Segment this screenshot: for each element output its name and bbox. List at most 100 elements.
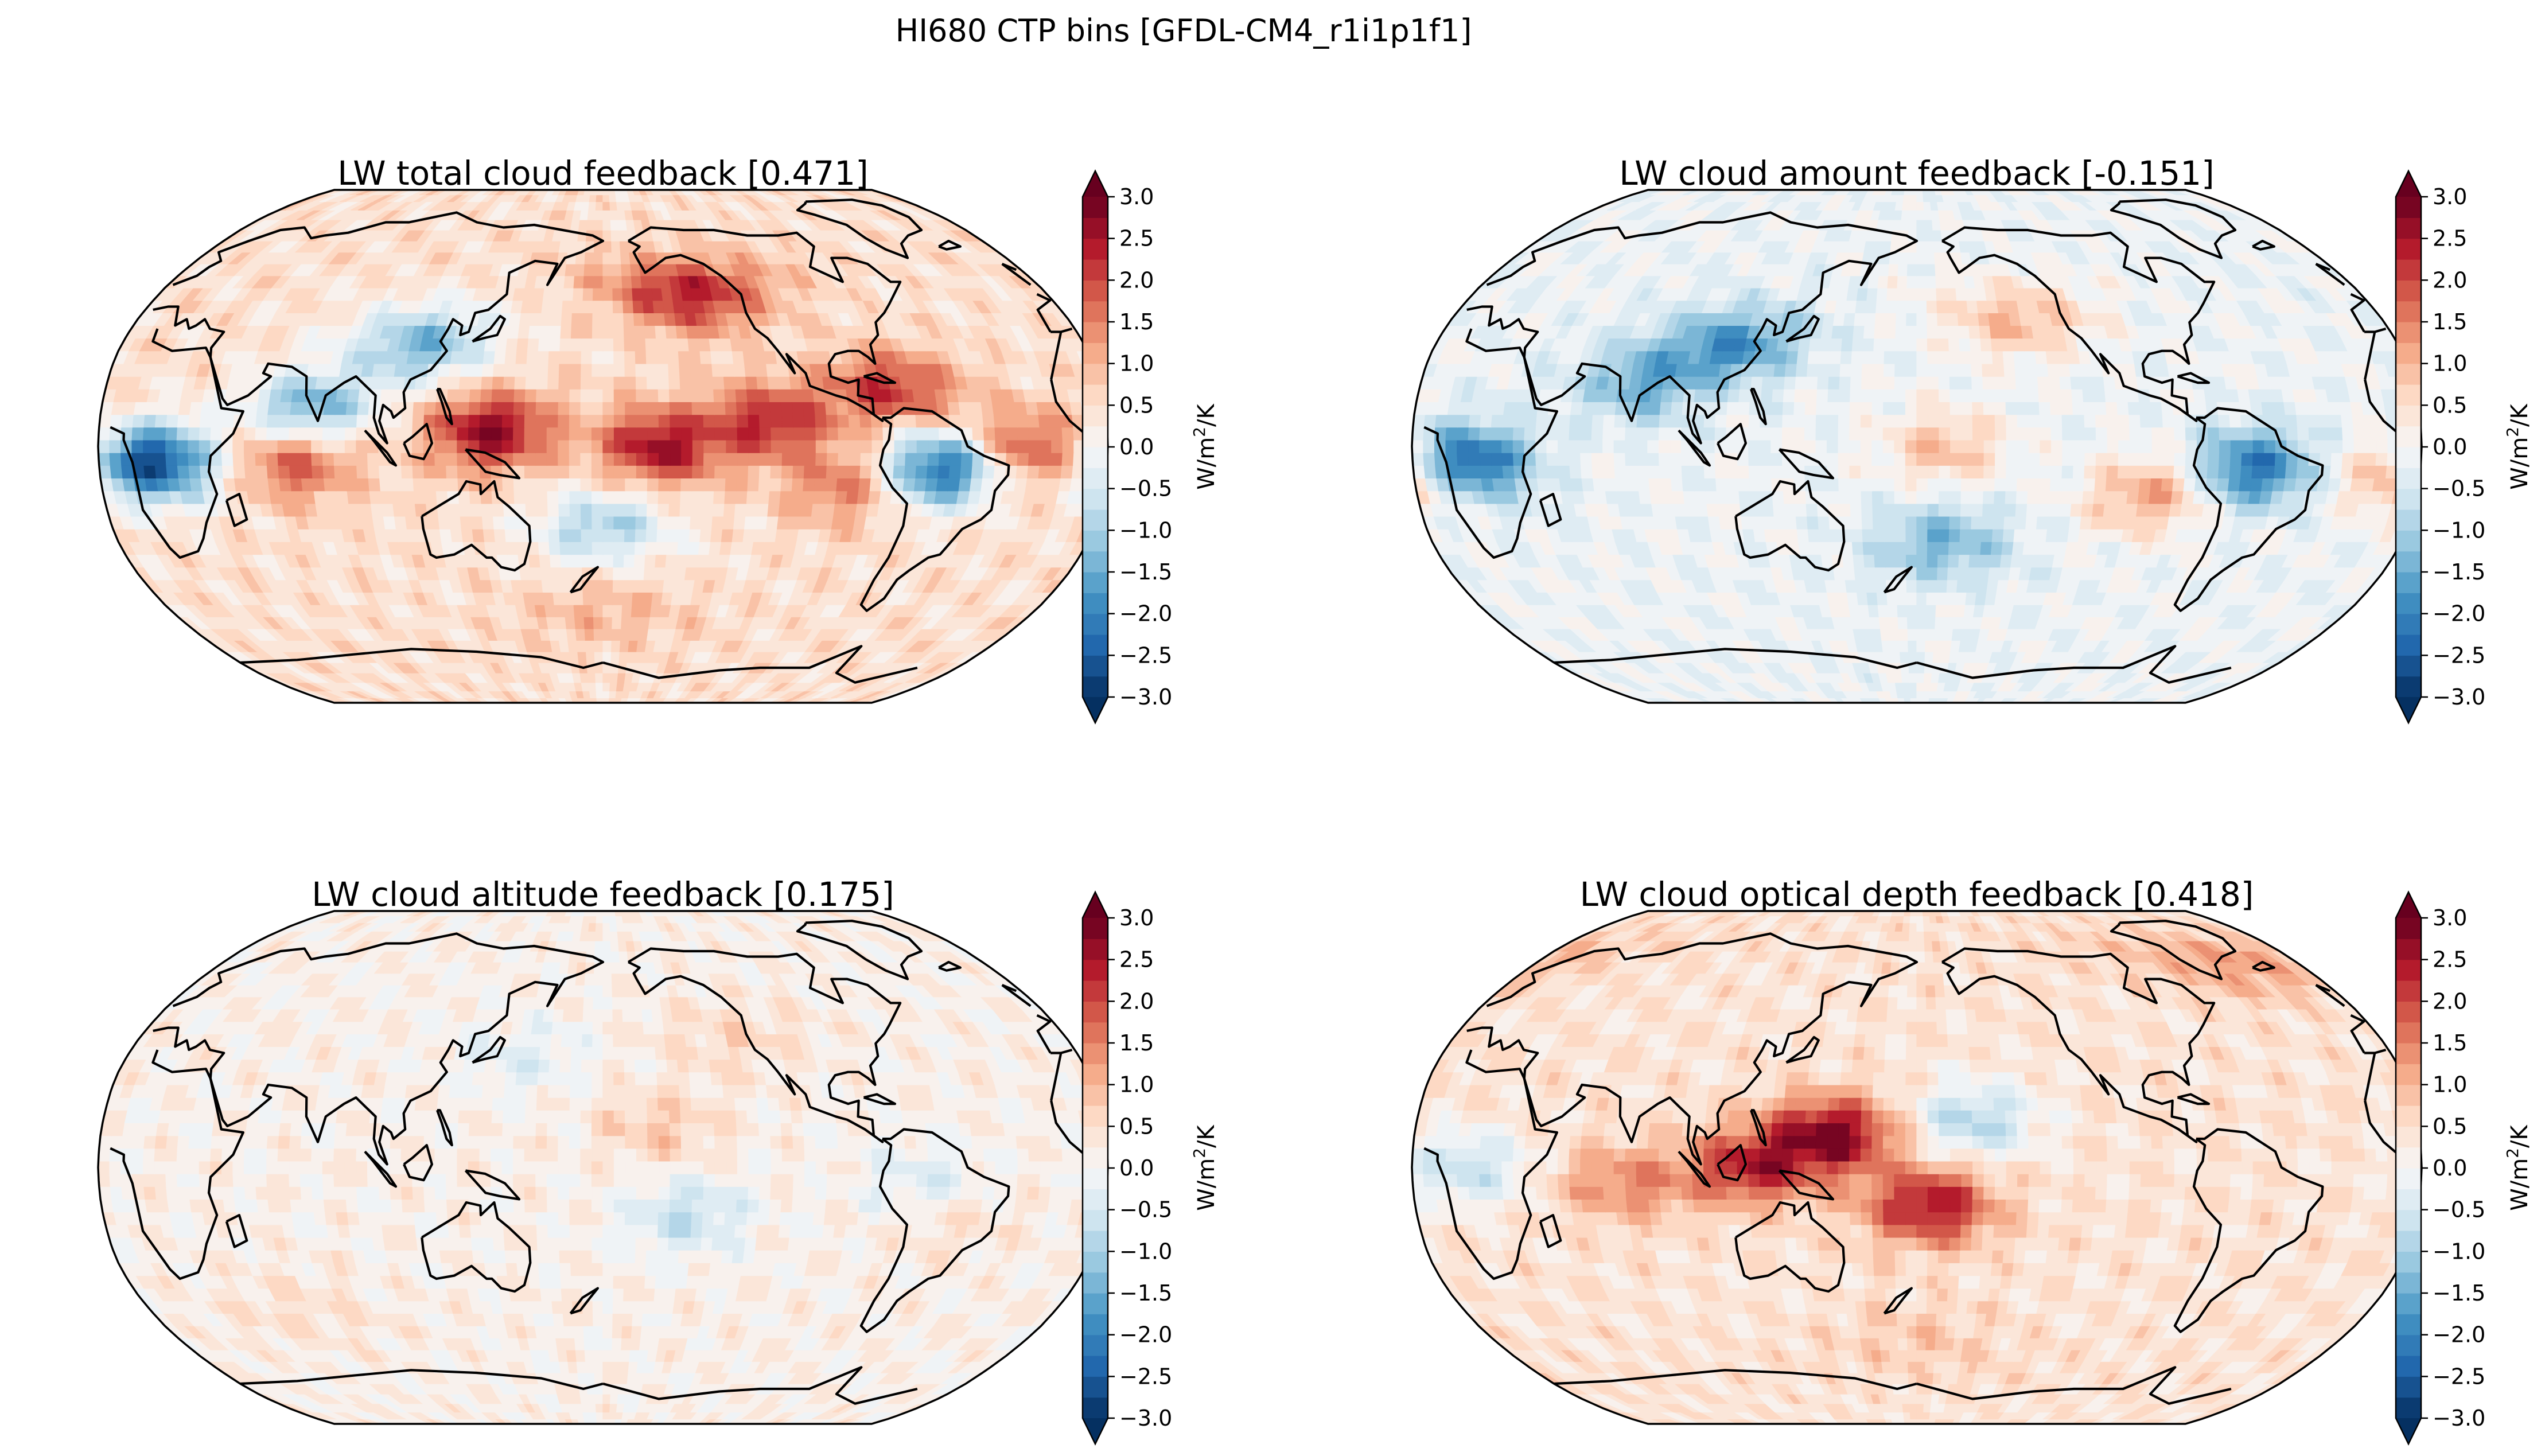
heatmap-cell bbox=[512, 427, 526, 441]
heatmap-cell bbox=[311, 427, 324, 441]
heatmap-cell bbox=[1039, 427, 1052, 441]
heatmap-cell bbox=[1925, 604, 1937, 617]
heatmap-cell bbox=[723, 503, 736, 517]
heatmap-cell bbox=[622, 579, 635, 593]
heatmap-cell bbox=[781, 452, 794, 466]
heatmap-cell bbox=[417, 351, 431, 364]
heatmap-cell bbox=[593, 604, 604, 617]
heatmap-cell bbox=[558, 452, 570, 466]
heatmap-cell bbox=[189, 401, 203, 415]
heatmap-cell bbox=[591, 427, 604, 441]
heatmap-cell bbox=[289, 439, 301, 453]
heatmap-cell bbox=[268, 388, 283, 403]
heatmap-cell bbox=[1924, 651, 1935, 663]
heatmap-cell bbox=[613, 401, 626, 415]
heatmap-cell bbox=[1038, 414, 1052, 428]
heatmap-cell bbox=[744, 363, 757, 377]
heatmap-cell bbox=[504, 351, 517, 364]
heatmap-cell bbox=[468, 414, 481, 428]
heatmap-cell bbox=[800, 503, 814, 517]
heatmap-cell bbox=[814, 477, 827, 492]
heatmap-cell bbox=[602, 690, 610, 699]
heatmap-cell bbox=[552, 287, 565, 301]
heatmap-cell bbox=[636, 477, 648, 492]
heatmap-cell bbox=[368, 477, 382, 492]
heatmap-cell bbox=[613, 516, 625, 530]
heatmap-cell bbox=[778, 503, 792, 517]
heatmap-cell bbox=[188, 414, 201, 428]
heatmap-cell bbox=[596, 194, 604, 203]
heatmap-cell bbox=[401, 477, 415, 492]
colorbar-segment bbox=[1083, 301, 1108, 322]
heatmap-cell bbox=[602, 640, 612, 652]
heatmap-cell bbox=[538, 337, 551, 352]
heatmap-cell bbox=[647, 490, 659, 504]
heatmap-cell bbox=[670, 465, 682, 479]
heatmap-cell bbox=[413, 401, 426, 415]
heatmap-cell bbox=[337, 503, 351, 517]
heatmap-cell bbox=[579, 209, 589, 220]
heatmap-cell bbox=[326, 503, 340, 517]
heatmap-cell bbox=[680, 414, 693, 428]
heatmap-cell bbox=[345, 401, 359, 415]
heatmap-cell bbox=[1006, 439, 1018, 453]
heatmap-cell bbox=[610, 651, 621, 663]
heatmap-cell bbox=[460, 516, 473, 530]
heatmap-cell bbox=[815, 414, 827, 428]
colorbar-segment bbox=[1083, 238, 1108, 260]
heatmap-cell bbox=[592, 579, 604, 593]
heatmap-cell bbox=[580, 439, 593, 453]
heatmap-cell bbox=[594, 219, 604, 231]
heatmap-cell bbox=[450, 528, 464, 542]
heatmap-cell bbox=[621, 275, 633, 289]
heatmap-cell bbox=[289, 427, 301, 441]
heatmap-cell bbox=[359, 503, 373, 517]
colorbar-tick-label: −3.0 bbox=[1119, 684, 1172, 710]
heatmap-cell bbox=[983, 427, 996, 441]
heatmap-cell bbox=[844, 503, 858, 517]
heatmap-cell bbox=[345, 414, 358, 428]
heatmap-cell bbox=[826, 465, 839, 479]
heatmap-cell bbox=[679, 363, 691, 377]
colorbar-tick-label: −0.5 bbox=[1119, 476, 1172, 501]
heatmap-cell bbox=[470, 516, 484, 530]
heatmap-cell bbox=[595, 209, 604, 220]
heatmap-cell bbox=[435, 477, 448, 492]
heatmap-cell bbox=[591, 388, 604, 403]
heatmap-cell bbox=[1051, 439, 1063, 453]
heatmap-cell bbox=[613, 388, 626, 403]
heatmap-cell bbox=[255, 439, 267, 453]
heatmap-cell bbox=[658, 427, 671, 441]
heatmap-cell bbox=[457, 401, 470, 415]
heatmap-cell bbox=[623, 312, 635, 326]
heatmap-cell bbox=[838, 452, 850, 466]
heatmap-cell bbox=[652, 579, 665, 593]
heatmap-cell bbox=[914, 401, 928, 415]
heatmap-cell bbox=[714, 452, 727, 466]
heatmap-cell bbox=[312, 477, 326, 492]
heatmap-cell bbox=[154, 427, 167, 441]
heatmap-cell bbox=[569, 427, 581, 441]
heatmap-cell bbox=[643, 579, 655, 593]
colorbar-segment bbox=[1083, 509, 1108, 531]
heatmap-cell bbox=[551, 299, 563, 314]
heatmap-cell bbox=[815, 465, 827, 479]
heatmap-cell bbox=[646, 503, 659, 517]
heatmap-cell bbox=[381, 503, 395, 517]
heatmap-cell bbox=[577, 651, 587, 663]
heatmap-cell bbox=[714, 414, 727, 428]
heatmap-cell bbox=[679, 503, 692, 517]
heatmap-cell bbox=[571, 312, 583, 326]
heatmap-cell bbox=[595, 672, 604, 683]
heatmap-cell bbox=[645, 541, 657, 555]
heatmap-cell bbox=[244, 465, 258, 479]
heatmap-cell bbox=[413, 490, 427, 504]
colorbar-label: W/m2/K bbox=[1190, 403, 1220, 489]
heatmap-cell bbox=[547, 503, 560, 517]
heatmap-cell bbox=[513, 388, 526, 403]
heatmap-cell bbox=[268, 490, 283, 504]
heatmap-cell bbox=[804, 452, 816, 466]
heatmap-cell bbox=[278, 401, 292, 415]
heatmap-cell bbox=[372, 516, 386, 530]
heatmap-cell bbox=[703, 427, 716, 441]
